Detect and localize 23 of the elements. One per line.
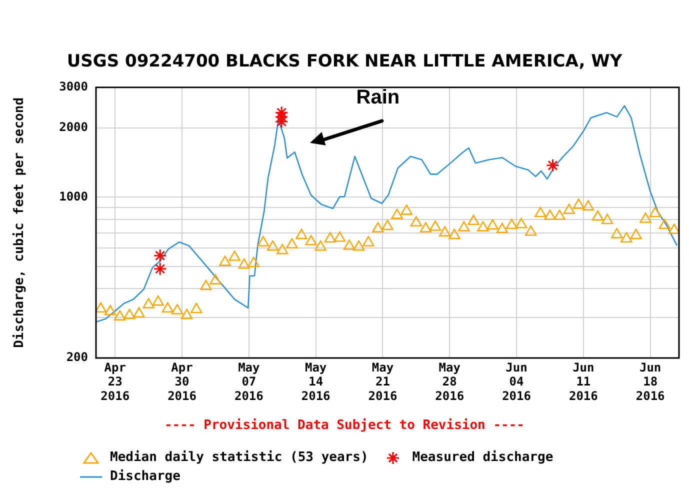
x-tick-label: Apr 30 2016 xyxy=(168,360,196,404)
y-tick-label: 200 xyxy=(66,350,88,364)
x-tick-label: May 14 2016 xyxy=(301,360,330,404)
x-tick-label: Apr 23 2016 xyxy=(100,360,130,404)
legend-label: Discharge xyxy=(110,469,180,484)
chart-title: USGS 09224700 BLACKS FORK NEAR LITTLE AMERICA, WY xyxy=(66,52,623,72)
y-tick-label: 2000 xyxy=(59,120,88,134)
x-tick-label: May 28 2016 xyxy=(435,360,464,404)
annotation: Rain xyxy=(356,86,400,108)
x-tick-label: May 21 2016 xyxy=(368,360,398,404)
text: ---- Provisional Data Subject to Revision ---- xyxy=(163,418,526,433)
y-tick-label: 3000 xyxy=(59,80,88,94)
x-tick-label: Jun 18 2016 xyxy=(636,360,665,404)
y-tick-label: 1000 xyxy=(59,189,88,204)
x-tick-label: Jun 11 2016 xyxy=(568,360,598,404)
y-axis-title: Discharge, cubic feet per second xyxy=(12,97,28,348)
x-tick-label: May 07 2016 xyxy=(234,360,264,404)
legend-label: Median daily statistic (53 years) xyxy=(110,450,368,465)
point xyxy=(546,158,560,172)
x-tick-label: Jun 04 2016 xyxy=(502,360,531,404)
legend-label: Measured discharge xyxy=(412,450,554,465)
point xyxy=(153,248,167,262)
point xyxy=(153,262,167,276)
